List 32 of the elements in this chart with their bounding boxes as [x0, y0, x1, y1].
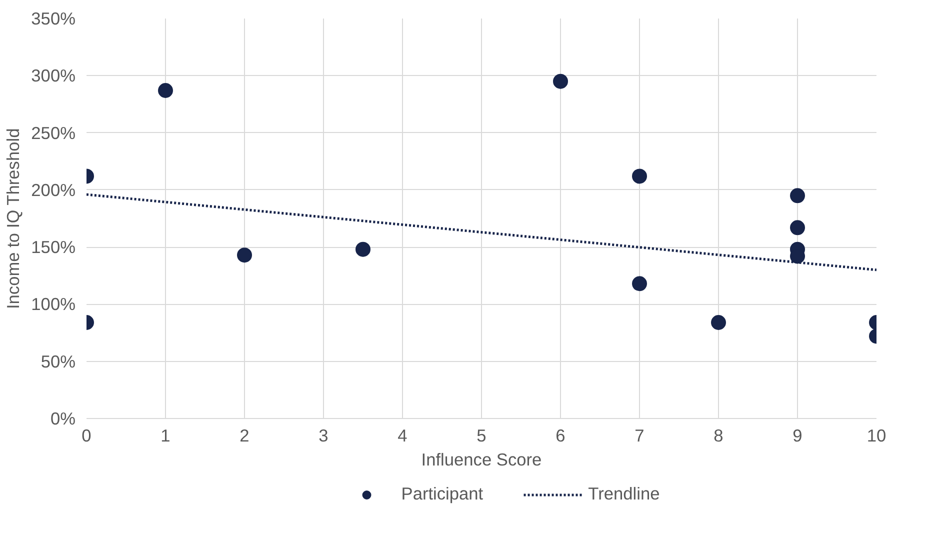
point: [790, 220, 805, 236]
y-tick-label: 100%: [31, 294, 76, 314]
point: [632, 276, 647, 292]
x-tick-label: 7: [634, 426, 644, 446]
point: [790, 188, 805, 204]
x-tick-label: 1: [160, 426, 170, 446]
x-tick-label: 3: [318, 426, 328, 446]
y-tick-label: 350%: [31, 8, 76, 28]
y-tick-label: 50%: [40, 351, 76, 372]
y-tick-label: 250%: [31, 122, 76, 143]
point: [553, 74, 568, 89]
x-tick-label: 6: [556, 426, 566, 446]
x-tick-label: 4: [398, 426, 408, 446]
point: [711, 315, 726, 330]
y-tick-label: 0%: [50, 408, 76, 428]
y-axis-title: Income to IQ Threshold: [3, 128, 24, 310]
x-tick-label: 0: [82, 426, 92, 446]
legend-label: Participant: [401, 484, 484, 504]
point: [158, 83, 173, 98]
point: [356, 242, 370, 257]
x-tick-label: 5: [476, 426, 486, 446]
y-tick-label: 300%: [31, 66, 76, 86]
point: [632, 168, 647, 184]
point: [237, 248, 252, 263]
y-tick-label: 200%: [31, 180, 76, 200]
y-tick-label: 150%: [31, 237, 76, 258]
x-tick-label: 8: [714, 426, 724, 446]
legend-label: Trendline: [588, 484, 660, 504]
x-tick-label: 10: [866, 426, 886, 446]
x-tick-label: 2: [240, 426, 250, 446]
x-axis-title: Influence Score: [421, 450, 542, 470]
x-tick-label: 9: [792, 426, 802, 446]
